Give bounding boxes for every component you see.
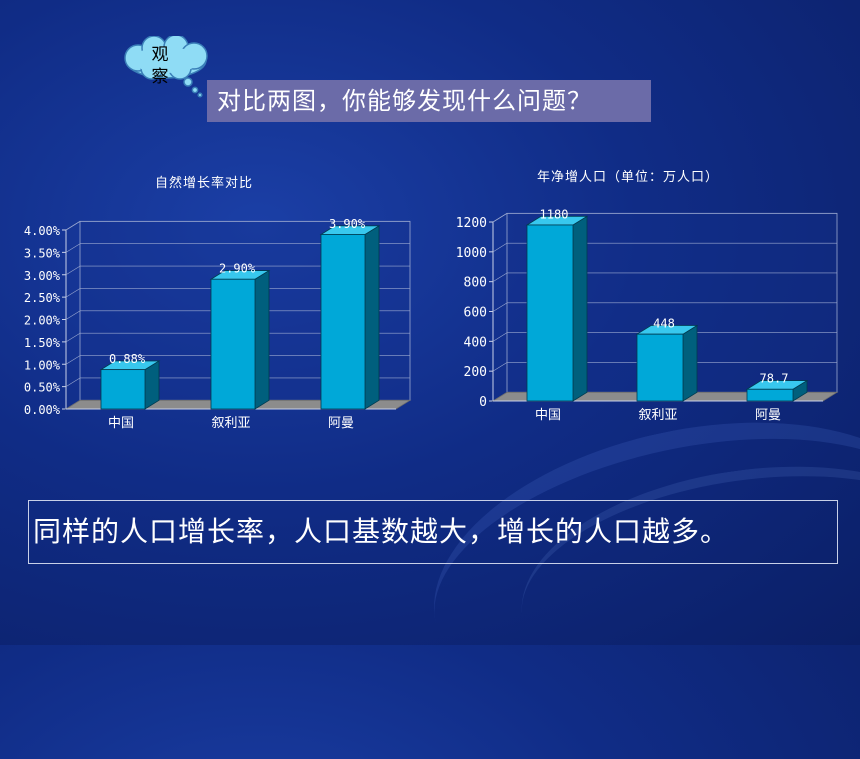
callout-label: 观察: [151, 45, 169, 87]
chart1-bar-2: [320, 234, 366, 410]
chart1-ytick-label: 1.50%: [24, 336, 61, 350]
chart1-data-label-2: 3.90%: [329, 217, 366, 231]
chart1-grid-diag: [65, 355, 81, 365]
chart2-data-label-1: 448: [653, 316, 675, 330]
growth-rate-bar-chart: 0.00% 0.50% 1.00% 1.50% 2.00% 2.50% 3.00% 3.50%…: [24, 207, 839, 431]
chart2-category-label-0: 中国: [535, 408, 561, 423]
chart1-ytick-label: 0.50%: [24, 381, 61, 395]
chart2-ytick-label: 1000: [456, 246, 487, 261]
chart2-grid-diag: [492, 332, 508, 342]
chart2-bar-side-0: [572, 215, 588, 402]
chart1-category-label-2: 阿曼: [328, 416, 354, 431]
chart2-ytick-label: 1200: [456, 216, 487, 231]
chart1-bar-0: [100, 369, 146, 410]
question-banner: 对比两图，你能够发现什么问题？: [207, 80, 651, 122]
chart1-grid-diag: [65, 243, 81, 253]
chart2-grid-diag: [492, 362, 508, 372]
chart2-grid-diag: [492, 213, 508, 223]
conclusion-box: 同样的人口增长率，人口基数越大，增长的人口越多。: [28, 500, 838, 564]
chart2-category-label-2: 阿曼: [755, 408, 781, 423]
chart1-grid-diag: [65, 265, 81, 276]
chart1-grid-diag: [65, 332, 81, 343]
chart1-category-label-0: 中国: [108, 416, 134, 431]
chart1-ytick-label: 4.00%: [24, 224, 61, 238]
chart2-ytick-label: 800: [464, 276, 487, 291]
chart1-ytick-label: 2.50%: [24, 291, 61, 305]
chart2-grid-diag: [492, 272, 508, 282]
chart-title-growth-rate: 自然增长率对比: [155, 176, 254, 191]
chart1-bar-side-1: [254, 269, 270, 410]
chart1-ytick-label: 2.00%: [24, 314, 61, 328]
chart2-bar-side-1: [682, 324, 698, 402]
chart1-ytick-label: 1.00%: [24, 358, 61, 372]
chart2-ytick-label: 0: [479, 395, 487, 410]
chart1-ytick-label: 0.00%: [24, 403, 61, 417]
chart1-grid-diag: [65, 377, 81, 387]
chart2-ytick-label: 400: [464, 335, 487, 350]
chart2-ytick-label: 200: [464, 365, 487, 380]
chart1-grid-diag: [65, 221, 81, 231]
chart1-category-label-1: 叙利亚: [211, 416, 250, 431]
chart1-grid-diag: [65, 310, 81, 320]
chart2-bar-0: [526, 224, 574, 402]
chart-title-net-increase: 年净增人口（单位：万人口）: [537, 170, 720, 185]
chart1-bar-1: [210, 278, 256, 410]
chart1-ytick-label: 3.00%: [24, 269, 61, 283]
chart1-ytick-label: 3.50%: [24, 246, 61, 260]
chart2-bar-2: [746, 388, 794, 402]
chart1-data-label-1: 2.90%: [219, 262, 256, 276]
chart2-category-label-1: 叙利亚: [638, 408, 677, 423]
chart1-grid-diag: [65, 288, 81, 298]
chart2-grid-diag: [492, 242, 508, 253]
chart2-ytick-label: 600: [464, 306, 487, 321]
thought-cloud-icon: [124, 36, 208, 98]
chart1-data-label-0: 0.88%: [109, 352, 146, 366]
chart2-grid-diag: [492, 302, 508, 312]
chart2-data-label-0: 1180: [540, 207, 569, 221]
chart2-bar-1: [636, 333, 684, 402]
chart1-bar-side-2: [364, 225, 380, 410]
chart2-data-label-2: 78.7: [760, 372, 789, 386]
